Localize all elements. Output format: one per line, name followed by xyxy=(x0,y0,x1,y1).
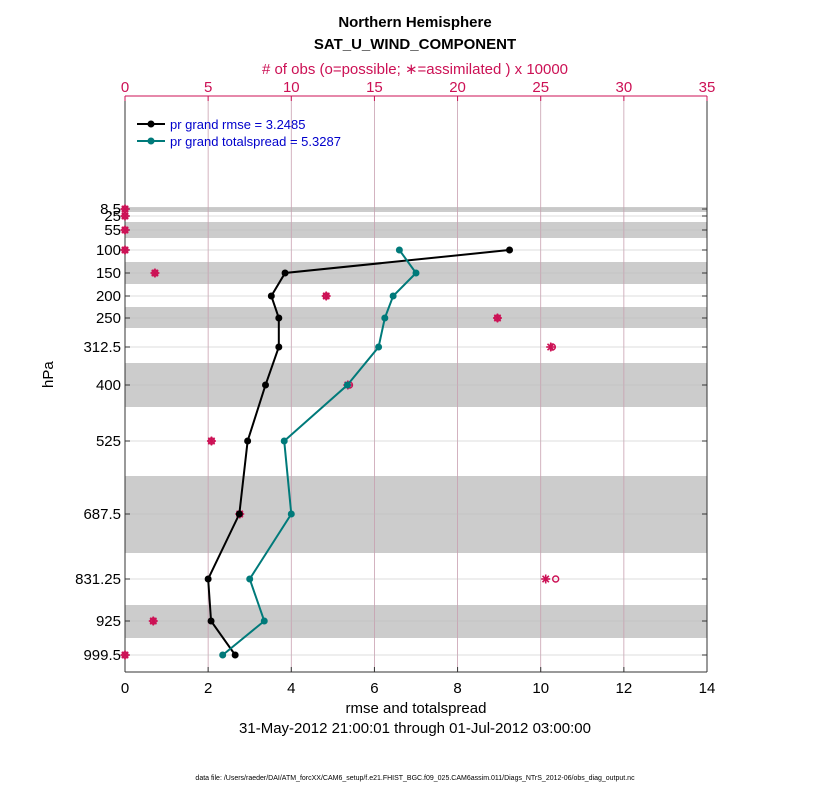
chart-subtitle: SAT_U_WIND_COMPONENT xyxy=(313,36,517,53)
x-tick-label: 2 xyxy=(204,680,212,697)
y-tick-label: 8.5 xyxy=(100,201,121,218)
totalspread-point xyxy=(280,437,288,445)
rmse-point xyxy=(235,510,243,518)
totalspread-point xyxy=(260,617,268,625)
totalspread-point xyxy=(343,381,351,389)
obs-assimilated-marker xyxy=(150,268,160,278)
legend-rmse-marker xyxy=(147,120,155,128)
rmse-point xyxy=(204,575,212,583)
obs-assimilated-stroke xyxy=(207,437,216,445)
rmse-point xyxy=(262,381,270,389)
rmse-point xyxy=(231,651,239,659)
top-tick-label: 0 xyxy=(121,79,129,96)
legend-rmse-label: pr grand rmse = 3.2485 xyxy=(170,117,306,132)
obs-assimilated-stroke xyxy=(322,292,330,300)
x-axis-label: rmse and totalspread xyxy=(345,700,487,717)
y-tick-label: 55 xyxy=(104,222,121,239)
obs-assimilated-marker xyxy=(148,616,158,626)
obs-possible-marker xyxy=(551,575,560,583)
top-tick-label: 25 xyxy=(532,79,549,96)
y-tick-label: 150 xyxy=(96,265,121,282)
y-tick-label: 312.5 xyxy=(83,339,121,356)
totalspread-point xyxy=(381,314,389,322)
x-tick-label: 14 xyxy=(699,680,716,697)
y-tick-label: 831.25 xyxy=(75,571,121,588)
y-tick-label: 999.5 xyxy=(83,647,121,664)
rmse-point xyxy=(244,437,252,445)
rmse-point xyxy=(281,269,289,277)
level-band xyxy=(125,605,707,638)
obs-assimilated-stroke xyxy=(541,575,550,583)
obs-assimilated-marker xyxy=(541,574,551,584)
totalspread-point xyxy=(375,343,383,351)
obs-assimilated-marker xyxy=(120,225,130,235)
obs-assimilated-stroke xyxy=(121,212,129,220)
obs-assimilated-marker xyxy=(120,245,130,255)
y-tick-label: 25 xyxy=(104,208,121,225)
totalspread-point xyxy=(412,269,420,277)
y-tick-label: 925 xyxy=(96,613,121,630)
top-tick-label: 5 xyxy=(204,79,212,96)
chart-title: Northern Hemisphere xyxy=(338,14,492,31)
obs-assimilated-marker xyxy=(120,650,130,660)
totalspread-point xyxy=(389,292,397,300)
obs-assimilated-marker xyxy=(120,211,130,221)
y-tick-label: 525 xyxy=(96,433,121,450)
legend-spread-marker xyxy=(147,137,155,145)
totalspread-point xyxy=(395,246,403,254)
top-axis-label: # of obs (o=possible; ∗=assimilated ) x … xyxy=(261,61,569,78)
top-tick-label: 20 xyxy=(449,79,466,96)
data-file-footer: data file: /Users/raeder/DAI/ATM_forcXX/… xyxy=(195,775,635,782)
y-tick-label: 687.5 xyxy=(83,506,121,523)
date-range: 31-May-2012 21:00:01 through 01-Jul-2012… xyxy=(239,720,591,737)
obs-assimilated-marker xyxy=(321,291,331,301)
top-tick-label: 35 xyxy=(699,79,716,96)
x-tick-label: 12 xyxy=(616,680,633,697)
y-tick-label: 250 xyxy=(96,310,121,327)
obs-assimilated-marker xyxy=(492,313,502,323)
x-tick-label: 6 xyxy=(370,680,378,697)
top-tick-label: 30 xyxy=(616,79,633,96)
top-tick-label: 15 xyxy=(366,79,383,96)
y-tick-label: 100 xyxy=(96,242,121,259)
rmse-point xyxy=(267,292,275,300)
obs-assimilated-stroke xyxy=(121,246,129,254)
legend-spread-label: pr grand totalspread = 5.3287 xyxy=(170,134,341,149)
x-tick-label: 4 xyxy=(287,680,295,697)
rmse-point xyxy=(275,343,283,351)
y-axis-label: hPa xyxy=(40,361,57,388)
obs-assimilated-stroke xyxy=(121,651,129,659)
level-band xyxy=(125,476,707,553)
obs-assimilated-stroke xyxy=(493,314,502,322)
totalspread-point xyxy=(287,510,295,518)
obs-assimilated-stroke xyxy=(151,269,159,277)
x-tick-label: 0 xyxy=(121,680,129,697)
rmse-point xyxy=(275,314,283,322)
level-band xyxy=(125,307,707,328)
obs-assimilated-stroke xyxy=(121,205,129,213)
level-band xyxy=(125,207,707,212)
rmse-point xyxy=(207,617,215,625)
totalspread-point xyxy=(219,651,227,659)
obs-assimilated-stroke xyxy=(121,226,129,234)
y-tick-label: 200 xyxy=(96,288,121,305)
x-tick-label: 8 xyxy=(453,680,461,697)
top-tick-label: 10 xyxy=(283,79,300,96)
obs-assimilated-marker xyxy=(546,342,556,352)
obs-assimilated-stroke xyxy=(149,617,158,625)
totalspread-point xyxy=(246,575,254,583)
rmse-point xyxy=(506,246,514,254)
y-tick-label: 400 xyxy=(96,377,121,394)
obs-assimilated-stroke xyxy=(546,343,555,351)
x-tick-label: 10 xyxy=(532,680,549,697)
obs-assimilated-marker xyxy=(206,436,216,446)
